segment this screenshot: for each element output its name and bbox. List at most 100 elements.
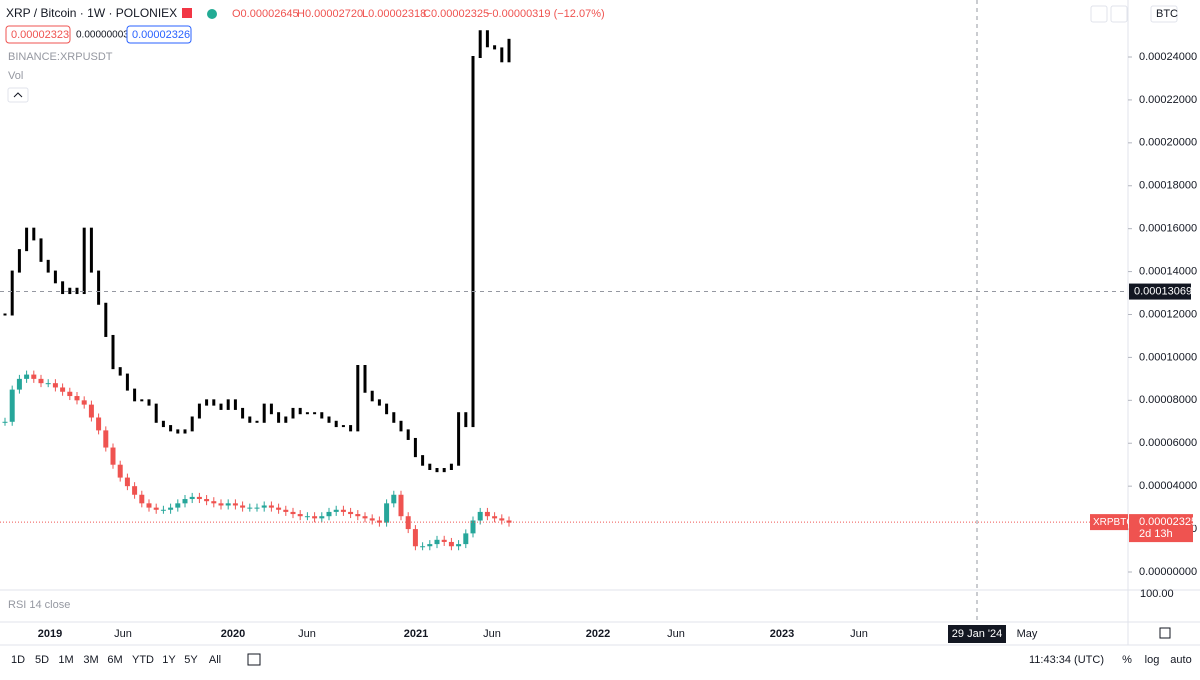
bid[interactable]: 0.00002323 [11,29,69,41]
time-label: 2023 [770,628,794,640]
overlay-bar [226,399,230,410]
candle-body [420,546,426,548]
candle-body [398,494,404,517]
scale-option[interactable]: % [1122,654,1132,666]
overlay-bar [183,429,187,434]
overlay-bar [449,463,453,470]
overlay-bar [53,270,57,284]
candle-body [211,501,217,504]
bid-box[interactable] [5,25,71,44]
currency-box[interactable] [1150,5,1178,23]
candle-body [60,387,66,392]
ask-box[interactable] [126,25,192,44]
range-button[interactable]: All [209,654,221,666]
candle-body [333,509,339,512]
crosshair-price: 0.00013069 [1134,285,1192,297]
candle-body [477,511,483,521]
range-button[interactable]: 5D [35,654,49,666]
volume-label[interactable]: Vol [8,70,23,82]
candle-body [448,541,454,547]
last-price-box [1129,514,1193,543]
scale-option[interactable]: log [1145,654,1160,666]
symbol[interactable]: XRP / Bitcoin · 1W · POLONIEX [6,6,177,20]
candle-body [405,516,411,530]
refresh-button[interactable] [1110,5,1128,23]
overlay-bar [442,468,446,473]
range-button[interactable]: 1M [58,654,73,666]
candle-body [96,417,102,431]
overlay-bar [233,399,237,410]
symbol-tag [1090,514,1128,531]
candle-body [362,516,368,519]
time-label: 2022 [586,628,610,640]
candle-body [9,389,15,422]
candle-body [38,378,44,384]
overlay-bar [154,403,158,423]
candle-body [319,516,325,519]
collapse-button[interactable] [7,87,29,103]
candle-body [456,544,462,547]
time-label: Jun [298,628,316,640]
overlay-bar [39,238,43,262]
overlay-bar [428,463,432,470]
candle-body [290,511,296,515]
price-label: 0.00006000 [1139,437,1197,449]
range-button[interactable]: 3M [83,654,98,666]
range-button[interactable]: 1D [11,654,25,666]
range-button[interactable]: 5Y [184,654,198,666]
overlay-bar [313,412,317,415]
scale-option[interactable]: auto [1170,654,1191,666]
overlay-bar [464,412,468,428]
overlay-bar [25,227,29,252]
time-label: 2019 [38,628,62,640]
overlay-bar [97,270,101,305]
overlay-bar [190,416,194,432]
ohlc-high: H0.00002720 [297,8,363,20]
overlay-bar [147,399,151,406]
overlay-bar [17,249,21,273]
overlay-bar [277,412,281,423]
ask[interactable]: 0.00002326 [132,29,190,41]
range-button[interactable]: 6M [107,654,122,666]
compare-icon[interactable] [247,653,261,666]
ohlc-change: −0.00000319 (−12.07%) [486,8,605,20]
overlay-bar [485,30,489,48]
candle-body [276,507,282,510]
candle-body [506,520,512,523]
time-label: 29 Jan '24 [952,628,1002,640]
candle-body [81,400,87,405]
candle-body [340,509,346,512]
candle-body [117,464,123,478]
price-label: 0.00004000 [1139,480,1197,492]
currency[interactable]: BTC [1156,8,1178,20]
overlay-symbol[interactable]: BINANCE:XRPUSDT [8,51,113,63]
overlay-bar [377,399,381,406]
candle-body [297,514,303,517]
overlay-bar [406,429,410,440]
time-label: Jun [483,628,501,640]
range-button[interactable]: YTD [132,654,154,666]
candle-body [355,514,361,517]
symbol-tag-text: XRPBTC [1093,517,1134,528]
rsi-label[interactable]: RSI 14 close [8,599,70,611]
candle-body [240,505,246,508]
collapse-icon [13,92,23,98]
price-label: 0.00024000 [1139,51,1197,63]
candle-body [189,496,195,500]
overlay-bar [61,281,65,295]
range-button[interactable]: 1Y [162,654,176,666]
flag[interactable] [182,8,192,18]
overlay-bar [10,270,14,316]
overlay-bar [248,416,252,423]
crosshair-price-box [1129,283,1191,300]
candle-body [391,494,397,504]
settings-icon[interactable] [1159,627,1171,639]
overlay-bar [197,403,201,419]
download-button[interactable] [1090,5,1108,23]
candle-body [499,518,505,521]
overlay-bar [478,30,482,58]
overlay-bar [219,403,223,410]
candle-body [175,503,181,508]
